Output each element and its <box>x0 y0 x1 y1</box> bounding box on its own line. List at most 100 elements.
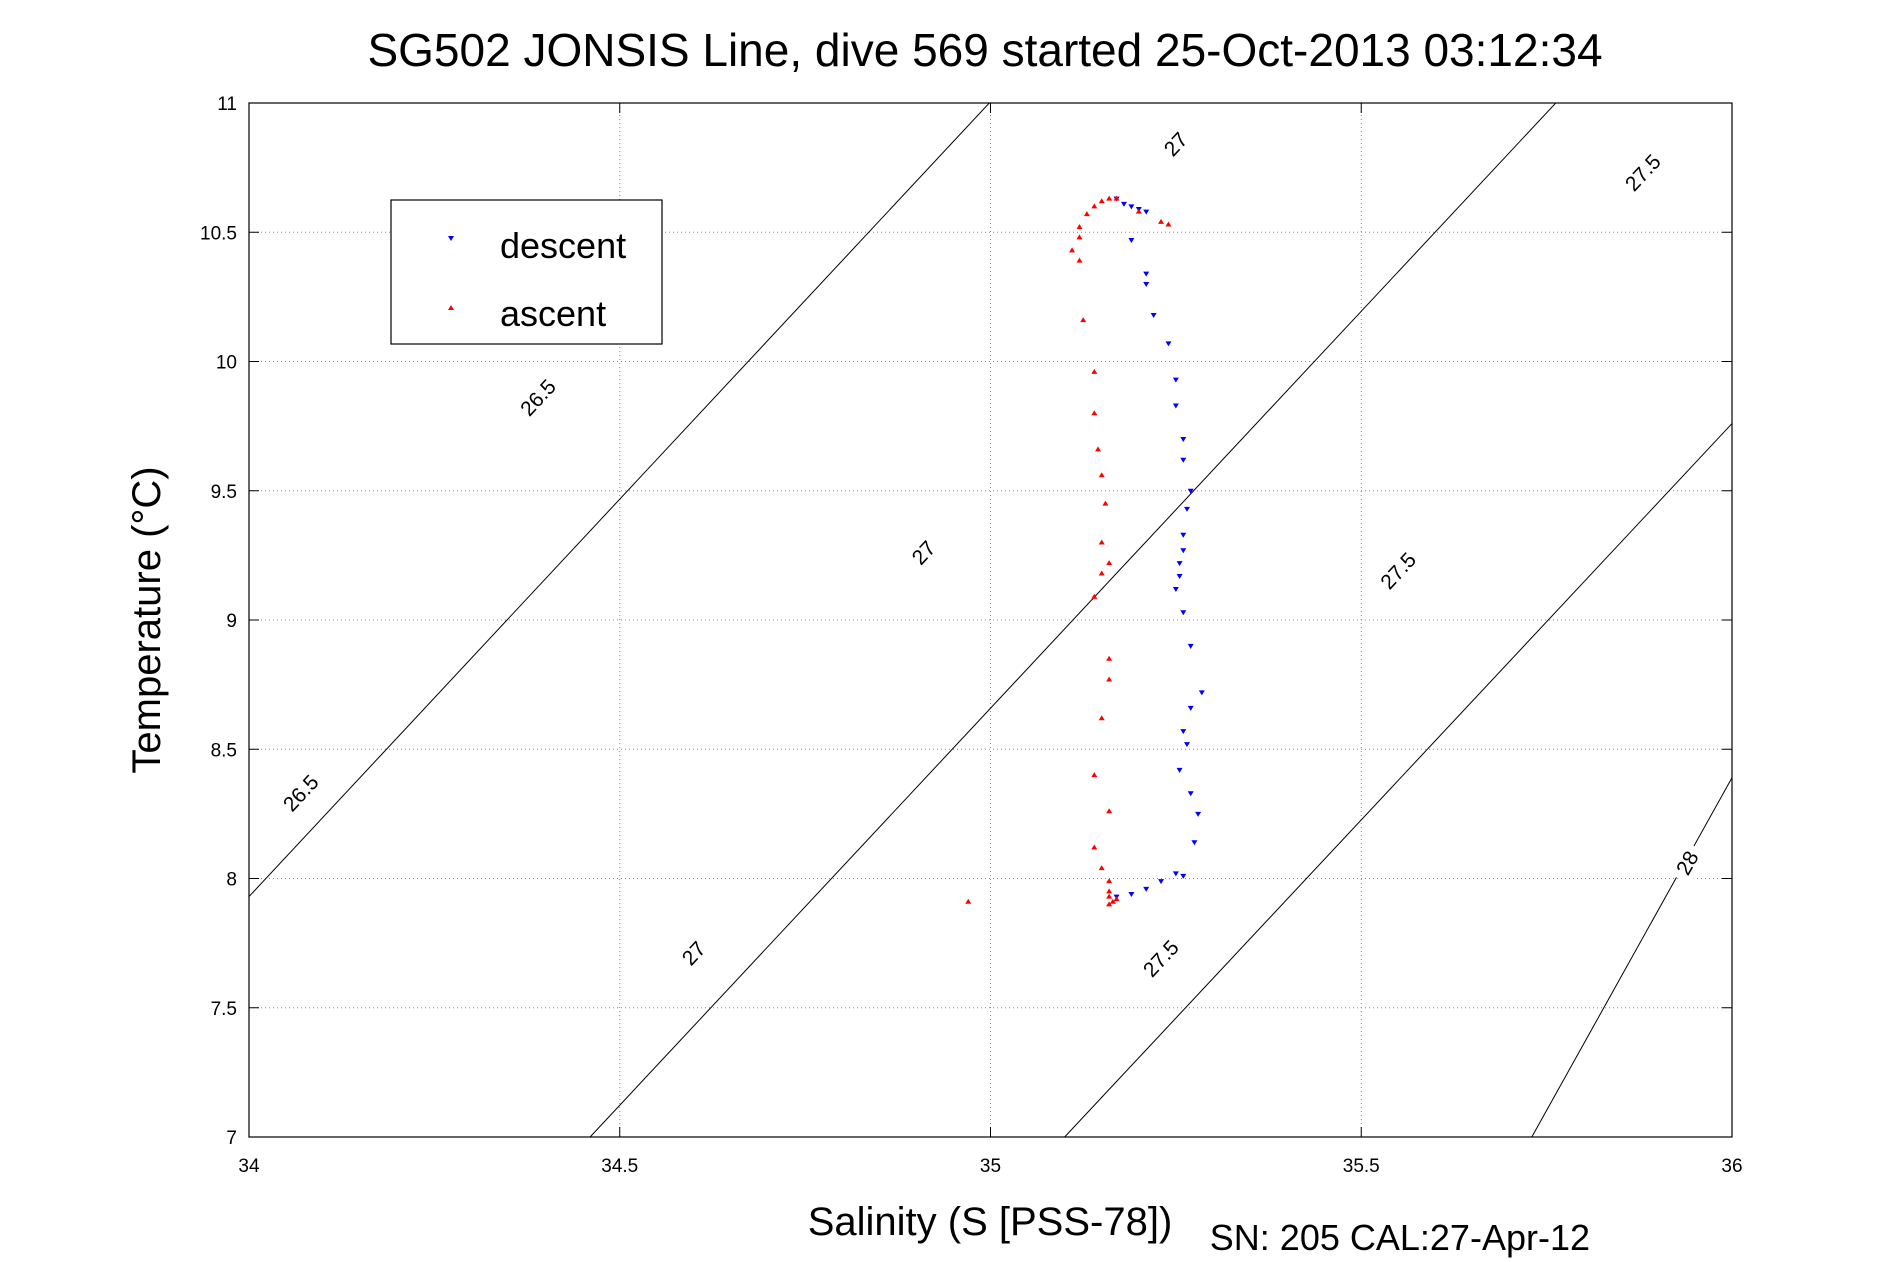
x-tick-label: 34.5 <box>601 1156 638 1177</box>
x-tick-label: 35 <box>980 1156 1001 1177</box>
ascent-point <box>1069 247 1076 253</box>
ascent-point <box>1158 218 1165 224</box>
descent-point <box>1128 204 1135 210</box>
ascent-point <box>1106 676 1113 682</box>
contour-label: 27.5 <box>1621 150 1666 196</box>
descent-point <box>1183 506 1190 512</box>
ascent-point <box>1098 472 1105 478</box>
ascent-point <box>1106 901 1113 907</box>
chart-title: SG502 JONSIS Line, dive 569 started 25-O… <box>367 24 1602 76</box>
contour-line-27 <box>589 103 1557 1137</box>
descent-point <box>1191 840 1198 846</box>
descent-point <box>1176 767 1183 773</box>
contour-label: 26.5 <box>516 375 561 421</box>
ascent-point <box>1098 715 1105 721</box>
y-axis-label: Temperature (°C) <box>125 466 169 773</box>
ascent-point <box>1098 865 1105 871</box>
ascent-point <box>1106 655 1113 661</box>
ascent-point <box>1098 198 1105 204</box>
descent-point <box>1143 209 1150 215</box>
descent-point <box>1143 271 1150 277</box>
ascent-point <box>965 898 972 904</box>
contour-label-bg <box>901 530 946 575</box>
descent-point <box>1198 690 1205 696</box>
legend-descent-label: descent <box>500 225 626 266</box>
descent-point <box>1172 403 1179 409</box>
ascent-point <box>1095 446 1102 452</box>
descent-point <box>1187 488 1194 494</box>
x-axis-label: Salinity (S [PSS-78]) <box>808 1200 1173 1244</box>
ascent-point <box>1080 317 1087 323</box>
y-tick-label: 8.5 <box>211 740 237 761</box>
ascent-point <box>1091 368 1098 374</box>
data-points <box>965 195 1205 907</box>
legend-ascent-marker <box>448 305 454 310</box>
descent-point <box>1176 561 1183 567</box>
ascent-point <box>1076 234 1083 240</box>
ascent-point <box>1106 195 1113 201</box>
descent-point <box>1150 312 1157 318</box>
descent-point <box>1165 341 1172 347</box>
contour-label-bg <box>516 375 560 420</box>
descent-point <box>1180 457 1187 463</box>
contour-label-bg <box>672 931 716 976</box>
legend: descent ascent <box>390 199 663 345</box>
legend-box <box>390 199 663 345</box>
ascent-point <box>1091 772 1098 778</box>
contour-label-bg <box>1667 840 1708 886</box>
ascent-point <box>1076 257 1083 263</box>
axis-ticks: 34 34.5 35 35.5 36 7 7.5 8 8.5 9 9.5 10 10.5 11 <box>200 94 1743 1177</box>
descent-point <box>1172 586 1179 592</box>
descent-point <box>1176 574 1183 580</box>
descent-point <box>1143 281 1150 287</box>
y-tick-label: 9.5 <box>211 482 237 503</box>
ascent-point <box>1106 808 1113 814</box>
contour-label: 27.5 <box>1376 548 1421 594</box>
contour-line-26.5 <box>249 103 990 897</box>
descent-point <box>1128 238 1135 244</box>
y-tick-label: 7.5 <box>211 999 237 1020</box>
descent-point <box>1180 548 1187 554</box>
descent-point <box>1180 873 1187 879</box>
ascent-point <box>1098 539 1105 545</box>
x-tick-label: 34 <box>238 1156 260 1177</box>
contour-label: 26.5 <box>279 771 324 817</box>
ascent-point <box>1113 896 1120 902</box>
ascent-point <box>1106 560 1113 566</box>
descent-point <box>1195 811 1202 817</box>
y-tick-label: 11 <box>217 94 237 115</box>
ascent-point <box>1109 898 1116 904</box>
descent-point <box>1172 871 1179 877</box>
ascent-point <box>1091 593 1098 599</box>
descent-point <box>1180 532 1187 538</box>
ascent-point <box>1091 410 1098 416</box>
contour-label-bg <box>1154 122 1198 167</box>
descent-point <box>1187 643 1194 649</box>
contour-label-bg <box>1621 150 1665 195</box>
ascent-point <box>1076 224 1083 230</box>
x-tick-label: 36 <box>1721 1156 1742 1177</box>
y-tick-label: 7 <box>226 1128 237 1149</box>
y-tick-label: 10.5 <box>200 223 237 244</box>
contour-label-bg <box>1139 936 1183 981</box>
contour-label-bg <box>1376 548 1421 593</box>
descent-point <box>1172 377 1179 383</box>
descent-point <box>1180 437 1187 443</box>
ascent-point <box>1113 195 1120 201</box>
ascent-point <box>1135 208 1142 214</box>
descent-point <box>1120 201 1127 207</box>
serial-cal-footer: SN: 205 CAL:27-Apr-12 <box>1210 1217 1590 1258</box>
contour-label-bg <box>279 771 323 816</box>
ascent-point <box>1083 211 1090 217</box>
contour-lines <box>249 103 1732 1137</box>
ascent-point <box>1098 570 1105 576</box>
descent-point <box>1183 742 1190 748</box>
descent-point <box>1180 610 1187 616</box>
descent-point <box>1158 879 1165 885</box>
x-tick-label: 35.5 <box>1343 1156 1380 1177</box>
descent-point <box>1143 886 1150 892</box>
ascent-point <box>1106 878 1113 884</box>
legend-ascent-label: ascent <box>500 293 606 334</box>
